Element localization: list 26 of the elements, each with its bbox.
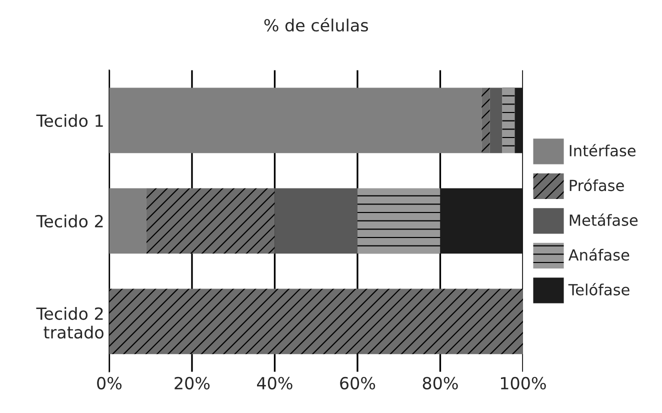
x-tick-label: 0% [97, 376, 122, 390]
x-tick-label: 80% [422, 376, 458, 390]
bar [514, 88, 523, 154]
bar [490, 88, 502, 154]
bar [440, 188, 523, 254]
legend-label: Intérfase [570, 144, 636, 156]
y-tick-label: Tecido 1 [36, 114, 103, 128]
legend-label: Prófase [570, 178, 624, 192]
bar [109, 288, 523, 354]
bar [482, 88, 490, 154]
legend-label: Telófase [568, 283, 630, 296]
bar [109, 188, 146, 254]
chart-title: % de células [264, 18, 368, 32]
y-tick-label: Tecido 2 [36, 214, 103, 228]
bar [109, 88, 482, 154]
bar [357, 188, 440, 254]
bar [502, 88, 515, 154]
legend-label: Anáfase [568, 248, 630, 261]
legend-label: Metáfase [570, 214, 638, 226]
y-tick-label: Tecido 2 tratado [36, 307, 104, 339]
x-tick-label: 20% [174, 376, 210, 390]
x-tick-label: 40% [257, 376, 292, 390]
x-tick-label: 100% [500, 376, 546, 390]
bar [274, 188, 358, 254]
bar [146, 188, 275, 254]
x-tick-label: 60% [340, 376, 376, 390]
